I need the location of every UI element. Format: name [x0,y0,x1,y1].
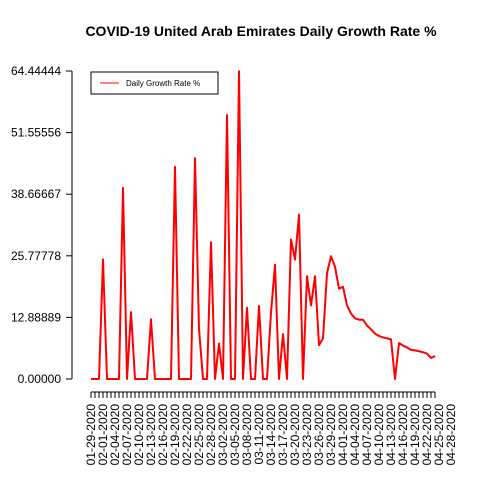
x-tick-label: 03-05-2020 [228,404,242,466]
y-tick-label: 25.77778 [11,249,61,263]
x-tick-label: 01-29-2020 [84,404,98,466]
x-tick-label: 03-23-2020 [300,404,314,466]
y-axis: 0.00000 12.88889 25.77778 38.66667 51.55556 6… [11,64,73,386]
x-axis: 01-29-202002-01-202002-04-202002-07-2020… [84,391,458,466]
x-tick-label: 04-19-2020 [408,404,422,466]
x-tick-label: 04-13-2020 [384,404,398,466]
y-tick-label: 12.88889 [11,310,61,324]
x-tick-label: 02-01-2020 [96,404,110,466]
plot-area [91,70,436,380]
x-tick-label: 02-16-2020 [156,404,170,466]
x-tick-label: 04-22-2020 [420,404,434,466]
y-tick-label: 51.55556 [11,126,61,140]
legend-label: Daily Growth Rate % [126,79,200,88]
x-tick-label: 02-04-2020 [108,404,122,466]
x-tick-label: 02-10-2020 [132,404,146,466]
x-tick-label: 04-07-2020 [360,404,374,466]
x-tick-label: 02-25-2020 [192,404,206,466]
x-tick-label: 03-26-2020 [312,404,326,466]
x-tick-label: 03-08-2020 [240,404,254,466]
x-tick-label: 04-16-2020 [396,404,410,466]
x-tick-label: 02-13-2020 [144,404,158,466]
x-tick-label: 03-20-2020 [288,404,302,466]
chart-title: COVID-19 United Arab Emirates Daily Grow… [85,23,437,39]
y-tick-label: 64.44444 [11,64,61,78]
legend-box [90,71,219,95]
x-tick-label: 03-17-2020 [276,404,290,466]
x-tick-label: 04-28-2020 [444,404,458,466]
x-tick-label: 02-28-2020 [204,404,218,466]
y-tick-label: 0.00000 [18,372,62,386]
x-tick-label: 02-22-2020 [180,404,194,466]
x-tick-label: 02-19-2020 [168,404,182,466]
x-tick-label: 04-25-2020 [432,404,446,466]
series-line-daily-growth-rate [91,70,436,380]
legend: Daily Growth Rate % [90,71,219,95]
x-tick-label: 04-04-2020 [348,404,362,466]
x-tick-label: 03-11-2020 [252,404,266,465]
x-tick-label: 02-07-2020 [120,404,134,466]
x-tick-label: 04-10-2020 [372,404,386,466]
x-tick-label: 04-01-2020 [336,404,350,466]
x-tick-label: 03-29-2020 [324,404,338,466]
x-tick-label: 03-02-2020 [216,404,230,466]
x-tick-label: 03-14-2020 [264,404,278,466]
y-tick-label: 38.66667 [11,187,61,201]
